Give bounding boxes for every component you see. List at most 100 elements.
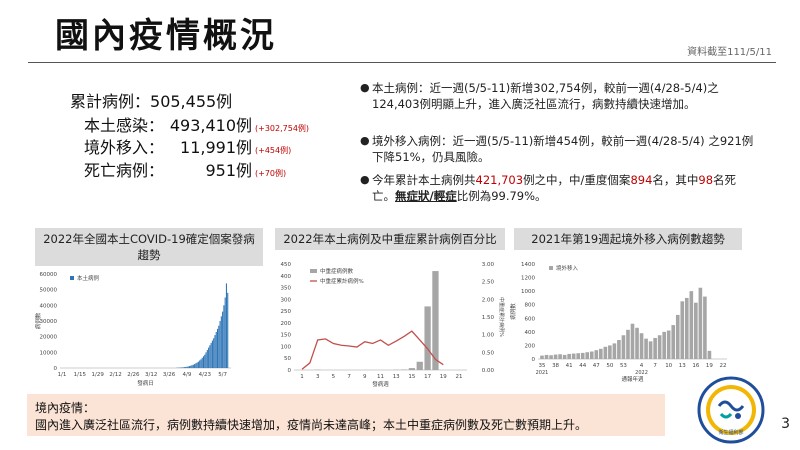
bar: [694, 302, 698, 359]
bar: [209, 345, 211, 368]
y-tick-label: 1000: [521, 289, 535, 295]
bar: [182, 367, 184, 368]
summary-title: 境內疫情：: [35, 401, 96, 415]
year-tick-label: 2021: [536, 370, 549, 376]
y2-tick-label: 3.00: [482, 262, 495, 268]
page-number: 3: [781, 416, 790, 432]
bar: [191, 365, 193, 368]
x-tick-label: 44: [579, 363, 586, 369]
bar: [201, 357, 203, 368]
bar: [196, 362, 198, 368]
y-tick-label: 600: [525, 316, 536, 322]
bar: [608, 345, 612, 359]
bar: [544, 354, 549, 359]
bar: [206, 349, 208, 368]
bullet-dot: ●: [360, 134, 370, 147]
severity-death-number: 98: [698, 173, 714, 187]
summary-body: 國內進入廣泛社區流行，病例數持續快速增加，疫情尚未達高峰；本土中重症病例數及死亡…: [35, 418, 588, 432]
stat-total-value: 505,455例: [150, 92, 233, 111]
bar: [227, 292, 229, 368]
bar: [603, 346, 608, 359]
x-tick-label: 16: [692, 363, 699, 369]
x-tick-label: 50: [606, 363, 613, 369]
bullet-severity-text: 名死亡。: [372, 173, 737, 203]
year-tick-label: 2022: [635, 370, 648, 376]
legend-label: 境外移入: [556, 264, 579, 272]
stat-local-delta: (+302,754例): [255, 124, 310, 133]
bar: [626, 329, 630, 359]
y-tick-label: 400: [281, 274, 292, 280]
as-of-date: 資料截至111/5/11: [687, 47, 772, 58]
stat-local: 本土感染： 493,410例 (+302,754例): [84, 112, 309, 136]
bar: [186, 366, 188, 368]
y-tick-label: 30000: [40, 319, 58, 325]
bar: [567, 353, 571, 359]
bar: [214, 335, 216, 368]
bar: [190, 365, 192, 368]
bar: [657, 335, 662, 359]
bar: [192, 364, 194, 368]
x-tick-label: 19: [706, 363, 713, 369]
bar: [185, 366, 187, 368]
bar: [205, 352, 207, 368]
bar: [671, 325, 676, 359]
x-tick-label: 35: [539, 363, 546, 369]
bar: [194, 364, 196, 368]
x-tick-label: 15: [408, 374, 415, 380]
bar: [571, 353, 576, 359]
bar: [589, 351, 594, 359]
ministry-logo-icon: 衛生福利部: [697, 376, 765, 444]
y2-tick-label: 0.00: [482, 368, 495, 374]
bar: [666, 330, 671, 359]
legend-swatch: [549, 266, 553, 270]
severity-total-number: 421,703: [475, 173, 524, 187]
legend-label: 中重症病例數: [320, 267, 354, 275]
x-tick-label: 38: [552, 363, 559, 369]
bar: [684, 297, 689, 359]
x-tick-label: 7: [347, 374, 351, 380]
bullet-local-text: 本土病例：近一週(5/5-11)新增302,754例，較前一週(4/28-5/4…: [372, 81, 719, 111]
y2-tick-label: 2.00: [482, 297, 495, 303]
stat-total: 累計病例：505,455例: [70, 88, 232, 112]
x-tick-label: 22: [720, 363, 727, 369]
bar: [183, 367, 185, 368]
bar: [202, 356, 205, 368]
x-tick-label: 47: [593, 363, 600, 369]
bar: [594, 350, 599, 359]
x-axis-label: 發病日: [137, 379, 154, 387]
bar: [204, 354, 206, 368]
y-tick-label: 800: [525, 303, 536, 309]
bar: [408, 368, 416, 370]
y-tick-label: 60000: [40, 272, 58, 278]
bar: [223, 305, 225, 368]
y2-axis-label: 中重症累計病例%: [498, 297, 505, 337]
y-tick-label: 350: [281, 286, 292, 292]
x-tick-label: 4/9: [183, 372, 192, 378]
x-tick-label: 2/12: [109, 372, 121, 378]
legend-swatch: [310, 269, 317, 273]
x-tick-label: 21: [456, 374, 463, 380]
x-tick-label: 3: [316, 374, 320, 380]
bar: [653, 337, 657, 359]
bar: [211, 340, 213, 368]
title-divider: [28, 62, 776, 63]
stat-local-label: 本土感染：: [84, 116, 165, 135]
bar: [689, 291, 694, 359]
x-tick-label: 7: [653, 363, 657, 369]
stat-imported: 境外移入： 11,991例 (+454例): [84, 134, 291, 158]
bar: [576, 353, 581, 359]
x-axis-label: 通報年週: [621, 375, 644, 383]
stat-local-value: 493,410例: [169, 116, 253, 135]
bar: [225, 283, 227, 368]
y-tick-label: 1200: [521, 276, 535, 282]
x-tick-label: 3/26: [163, 372, 176, 378]
x-tick-label: 5/7: [218, 372, 227, 378]
x-tick-label: 4: [640, 363, 644, 369]
y-tick-label: 400: [525, 330, 536, 336]
bullet-severity: ● 今年累計本土病例共421,703例之中，中/重度個案894名，其中98名死亡…: [360, 172, 757, 204]
legend-swatch: [70, 276, 74, 280]
chart-local-onset-trend: 0 10000 20000 30000 40000 50000 60000 病例數 1/1 1/1…: [28, 266, 238, 390]
x-tick-label: 41: [566, 363, 573, 369]
y2-tick-label: 1.50: [482, 315, 495, 321]
